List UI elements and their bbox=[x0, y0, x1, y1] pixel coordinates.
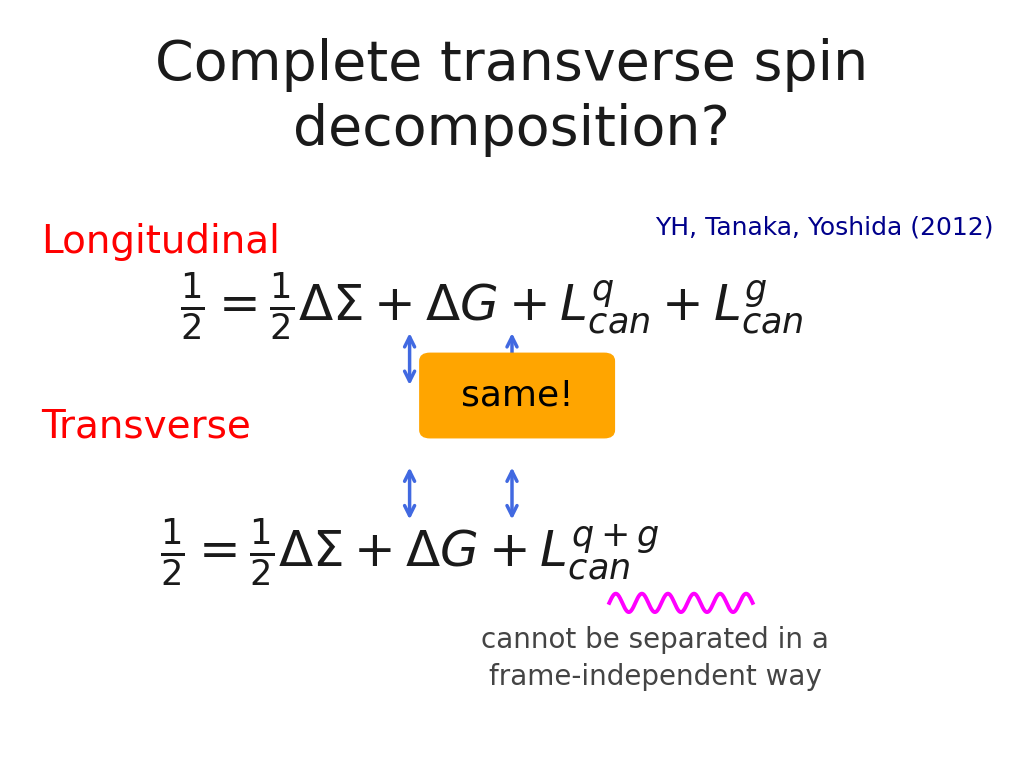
Text: Transverse: Transverse bbox=[41, 407, 251, 445]
Text: YH, Tanaka, Yoshida (2012): YH, Tanaka, Yoshida (2012) bbox=[654, 215, 993, 239]
Text: $\frac{1}{2} = \frac{1}{2}\Delta\Sigma + \Delta G + L^{q}_{can} + L^{g}_{can}$: $\frac{1}{2} = \frac{1}{2}\Delta\Sigma +… bbox=[179, 271, 804, 343]
Text: same!: same! bbox=[461, 379, 573, 412]
Text: Complete transverse spin
decomposition?: Complete transverse spin decomposition? bbox=[156, 38, 868, 157]
FancyBboxPatch shape bbox=[420, 353, 614, 438]
Text: Longitudinal: Longitudinal bbox=[41, 223, 280, 260]
Text: $\frac{1}{2} = \frac{1}{2}\Delta\Sigma + \Delta G + L^{q+g}_{can}$: $\frac{1}{2} = \frac{1}{2}\Delta\Sigma +… bbox=[160, 517, 659, 589]
Text: cannot be separated in a
frame-independent way: cannot be separated in a frame-independe… bbox=[481, 626, 829, 690]
